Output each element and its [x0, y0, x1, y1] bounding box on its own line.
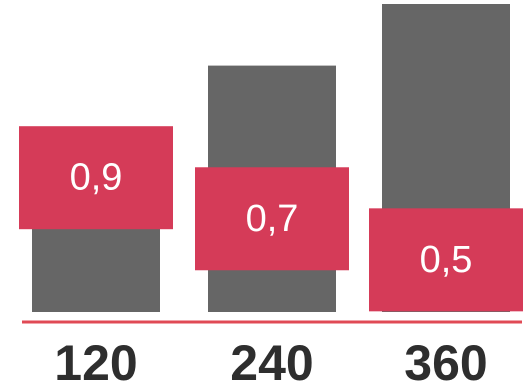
highlight-120: 0,9	[19, 126, 173, 230]
x-tick-label: 240	[230, 335, 313, 388]
highlight-360: 0,5	[369, 208, 523, 312]
highlight-box	[19, 126, 173, 230]
x-tick-label: 360	[404, 335, 487, 388]
highlight-240: 0,7	[195, 167, 349, 271]
x-tick-label: 120	[54, 335, 137, 388]
value-label: 0,5	[420, 239, 473, 281]
highlight-box	[195, 167, 349, 271]
highlight-box	[369, 208, 523, 312]
x-tick-layer: 120 240 360	[54, 335, 487, 388]
highlight-layer: 0,9 0,7 0,5	[19, 126, 523, 312]
value-label: 0,7	[246, 198, 299, 240]
value-label: 0,9	[70, 157, 123, 199]
